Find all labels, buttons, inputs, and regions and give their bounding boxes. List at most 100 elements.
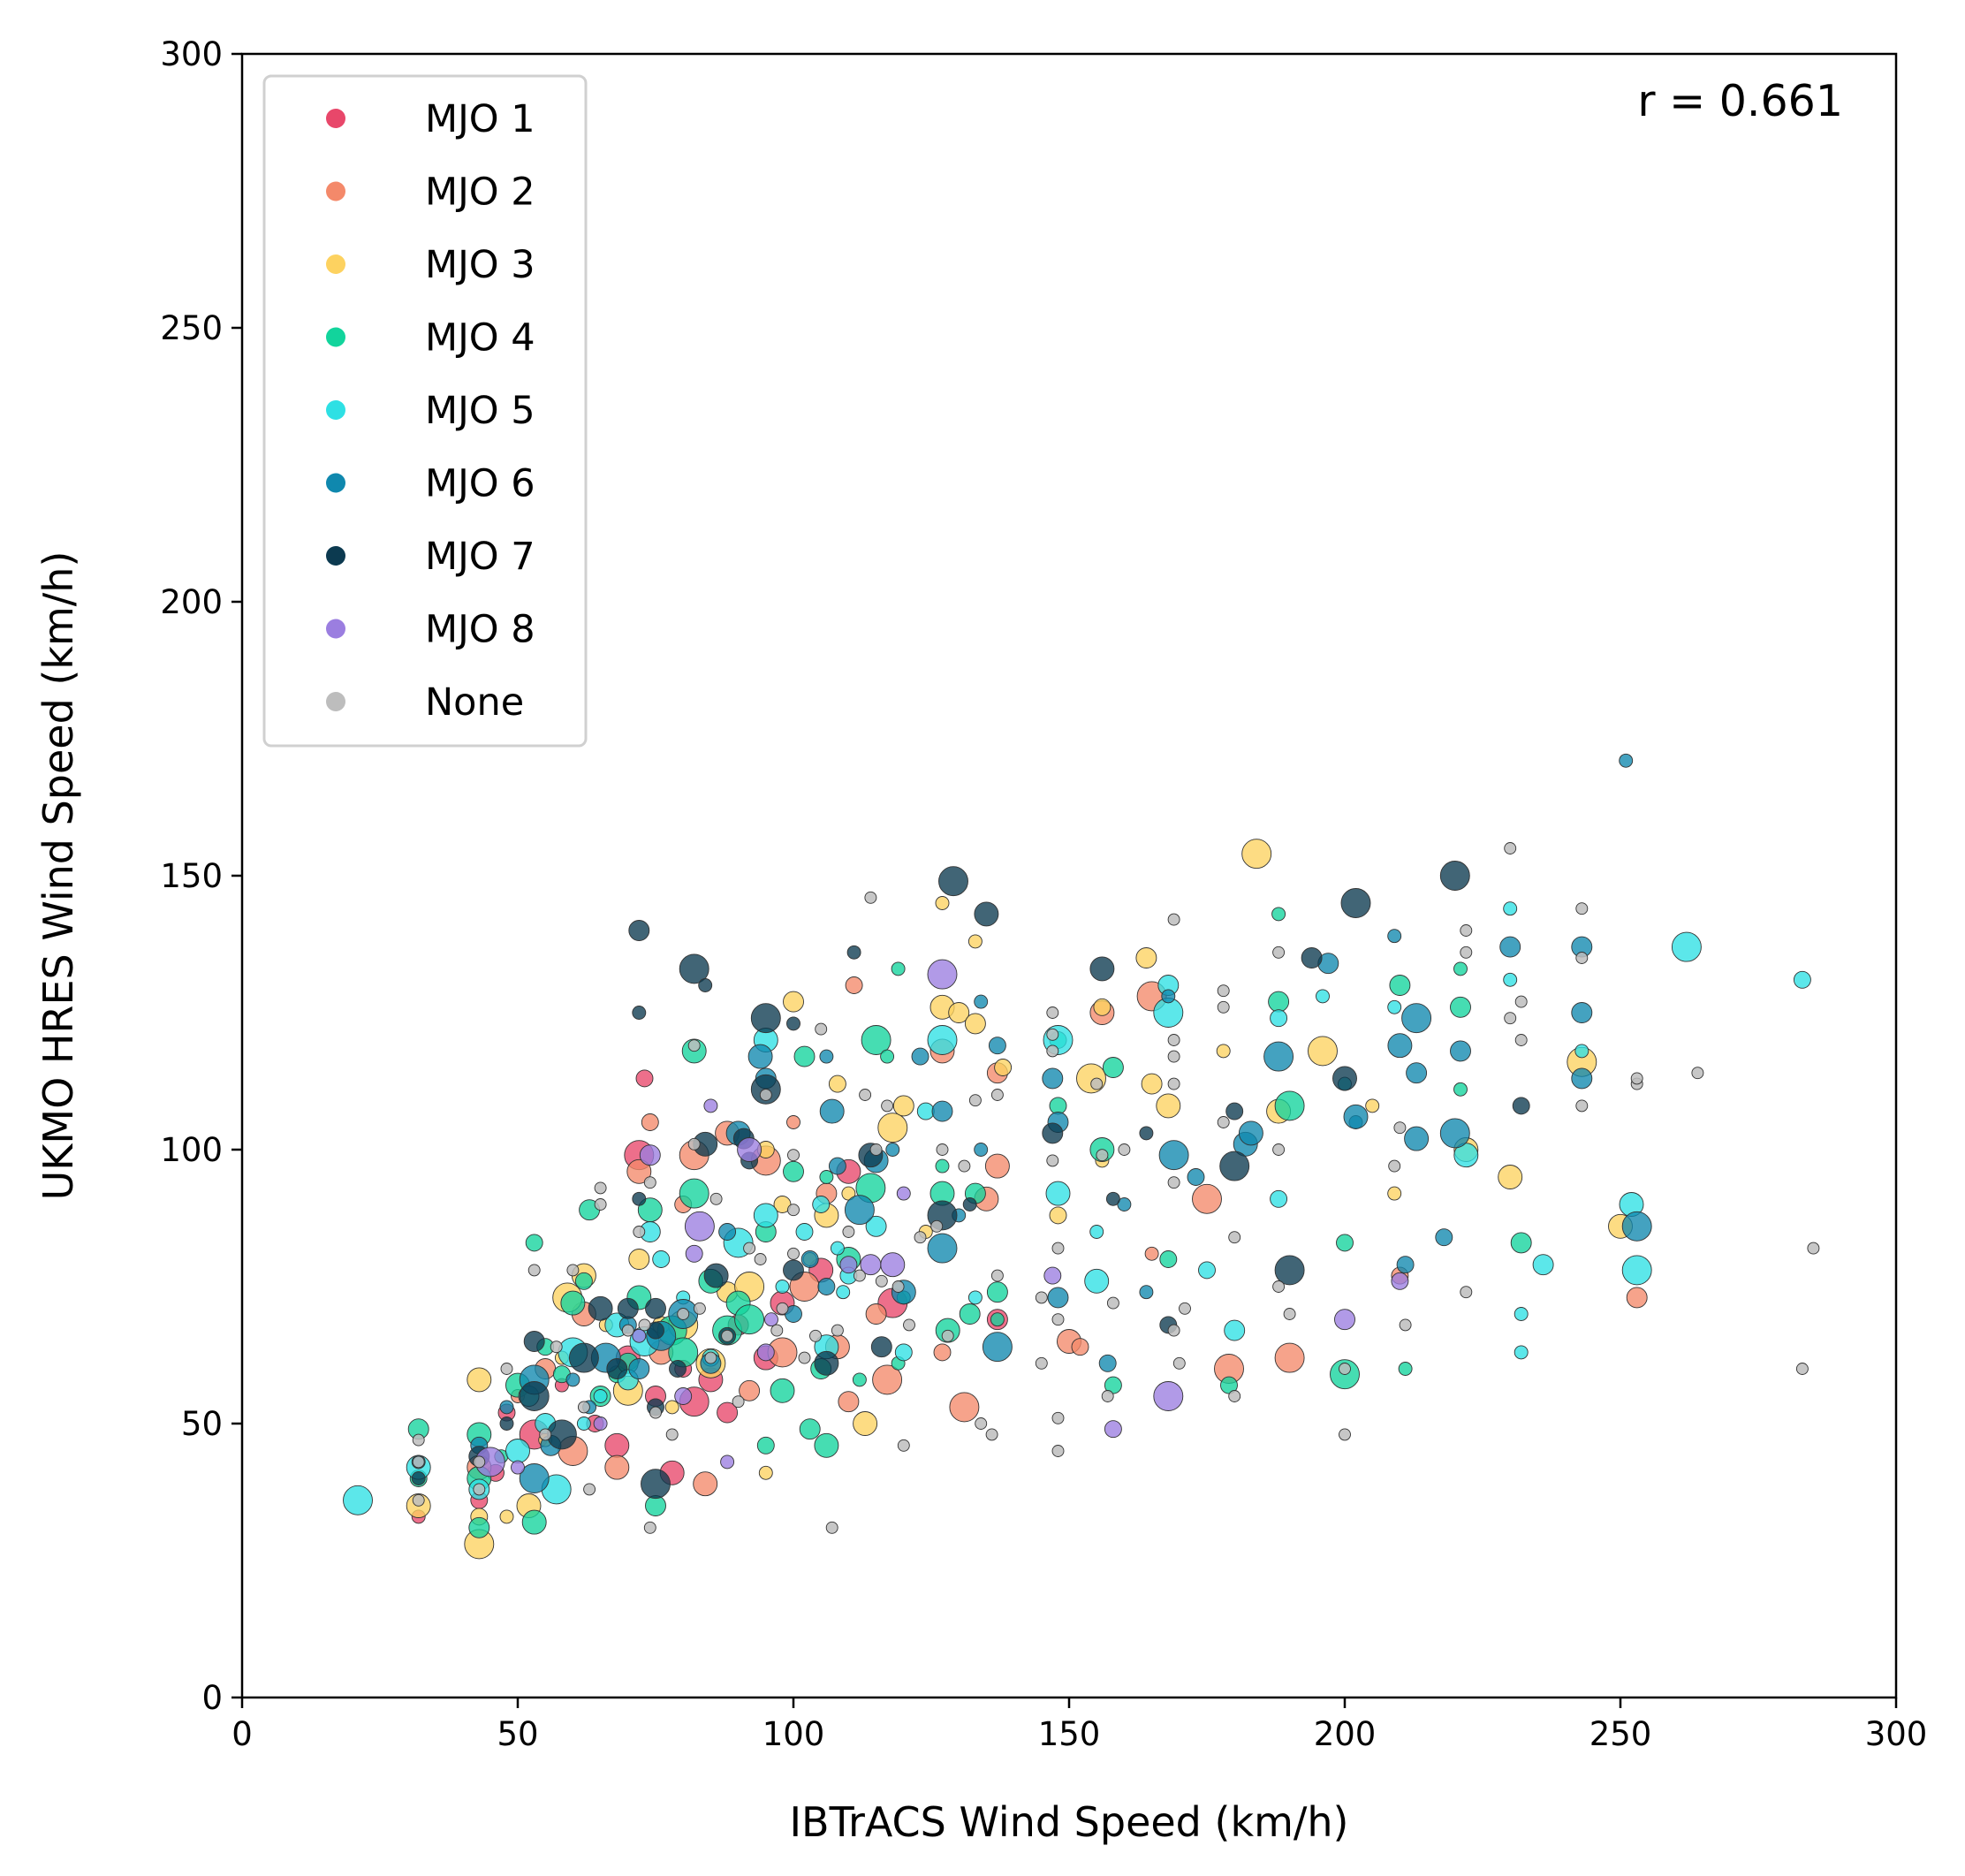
data-point — [881, 1099, 894, 1113]
data-point — [1514, 1034, 1528, 1046]
data-point — [930, 1219, 944, 1233]
data-point — [1270, 1009, 1288, 1028]
data-point — [1156, 1093, 1181, 1119]
data-point — [819, 1098, 845, 1124]
data-point — [1404, 1126, 1430, 1151]
data-point — [685, 1244, 703, 1263]
data-point — [1263, 1041, 1294, 1072]
data-point — [770, 1378, 795, 1403]
data-point — [974, 994, 989, 1009]
data-point — [1575, 902, 1589, 915]
data-point — [812, 1196, 831, 1213]
data-point — [1093, 998, 1111, 1016]
legend-marker — [326, 254, 345, 274]
data-point — [1332, 1066, 1357, 1091]
data-point — [935, 1158, 950, 1173]
legend-label: MJO 5 — [425, 389, 535, 433]
data-point — [1046, 1006, 1059, 1019]
legend-label: MJO 8 — [425, 608, 535, 652]
data-point — [967, 934, 982, 949]
data-point — [1399, 1318, 1412, 1332]
data-point — [783, 991, 804, 1013]
data-point — [891, 1280, 905, 1293]
legend-label: MJO 7 — [425, 535, 535, 579]
data-point — [1228, 1390, 1241, 1402]
data-point — [1096, 1149, 1109, 1162]
data-point — [743, 1242, 756, 1255]
data-point — [693, 1302, 706, 1315]
data-point — [809, 1329, 822, 1342]
data-point — [527, 1264, 541, 1277]
data-point — [511, 1460, 525, 1475]
data-point — [1198, 1261, 1216, 1280]
data-point — [1308, 1036, 1338, 1067]
x-tick-label: 100 — [762, 1715, 825, 1753]
data-point — [565, 1372, 580, 1387]
data-point — [521, 1509, 547, 1535]
data-point — [839, 1256, 858, 1274]
x-tick-label: 50 — [497, 1715, 538, 1753]
data-point — [1387, 999, 1402, 1014]
data-point — [1387, 1033, 1413, 1059]
data-point — [1098, 1354, 1117, 1372]
data-point — [1514, 1345, 1529, 1360]
data-point — [1435, 1228, 1453, 1247]
data-point — [815, 1022, 828, 1036]
data-point — [633, 1226, 646, 1238]
data-point — [519, 1463, 550, 1493]
data-point — [962, 1197, 977, 1211]
data-point — [990, 1089, 1004, 1101]
data-point — [935, 896, 950, 910]
data-point — [1514, 995, 1528, 1008]
data-point — [819, 1049, 834, 1064]
data-point — [776, 1302, 789, 1315]
data-point — [1172, 1356, 1186, 1370]
data-point — [1274, 1342, 1305, 1373]
data-point — [894, 1343, 913, 1362]
data-point — [617, 1297, 639, 1319]
data-point — [1158, 1140, 1189, 1171]
data-point — [1043, 1266, 1062, 1285]
data-point — [566, 1264, 580, 1277]
data-point — [842, 1226, 855, 1238]
legend-marker — [326, 546, 345, 566]
data-point — [665, 1428, 679, 1441]
data-point — [1691, 1067, 1704, 1080]
legend-label: MJO 4 — [425, 316, 535, 361]
data-point — [927, 1233, 958, 1264]
data-point — [1671, 931, 1702, 962]
data-point — [974, 901, 999, 927]
data-point — [814, 1432, 839, 1458]
data-point — [499, 1509, 514, 1524]
data-point — [1219, 1151, 1250, 1181]
data-point — [764, 1312, 778, 1327]
data-point — [974, 1143, 989, 1157]
data-point — [1106, 1296, 1119, 1310]
legend-marker — [326, 692, 345, 711]
data-point — [1225, 1102, 1244, 1120]
data-point — [1504, 842, 1517, 854]
data-point — [830, 1241, 845, 1256]
data-point — [1272, 946, 1286, 959]
y-tick-label: 150 — [160, 857, 223, 895]
data-point — [1228, 1231, 1241, 1244]
data-point — [845, 976, 863, 994]
data-point — [1339, 1428, 1351, 1441]
data-point — [1241, 839, 1272, 870]
data-point — [639, 1144, 661, 1166]
data-point — [677, 1308, 690, 1320]
data-point — [1076, 1063, 1106, 1094]
data-point — [635, 1069, 654, 1088]
data-point — [1498, 1165, 1523, 1189]
data-point — [793, 1045, 816, 1067]
data-point — [1499, 936, 1521, 958]
legend-label: MJO 1 — [425, 97, 535, 141]
data-point — [1453, 1082, 1468, 1097]
data-point — [499, 1400, 514, 1415]
data-point — [1387, 1186, 1402, 1201]
data-point — [1071, 1338, 1089, 1356]
data-point — [411, 1471, 426, 1485]
data-point — [853, 1269, 866, 1282]
data-point — [1272, 1280, 1286, 1293]
